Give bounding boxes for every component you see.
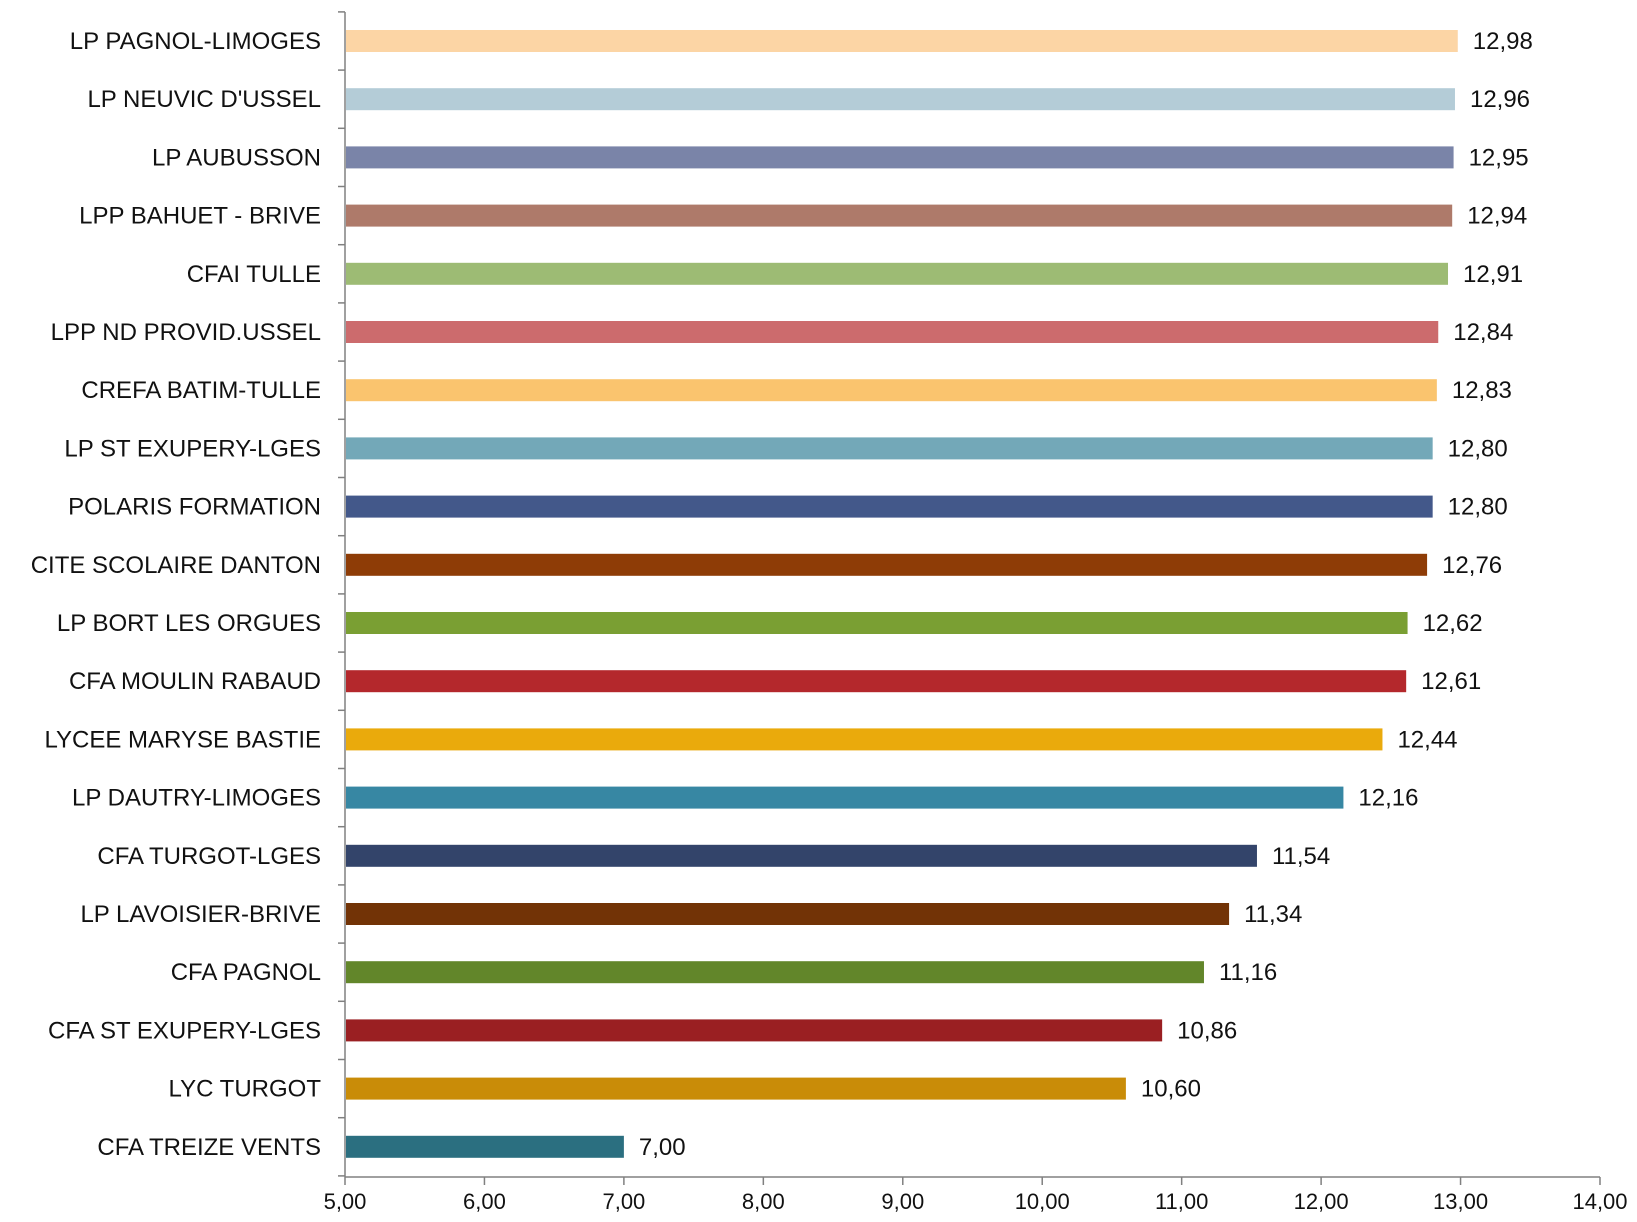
value-label: 12,80 <box>1448 494 1508 521</box>
x-tick-label: 10,00 <box>1015 1189 1070 1214</box>
value-label: 7,00 <box>639 1134 686 1161</box>
bar <box>346 379 1437 402</box>
x-tick-label: 8,00 <box>742 1189 785 1214</box>
category-label: LP LAVOISIER-BRIVE <box>80 901 321 928</box>
value-label: 12,83 <box>1452 377 1512 404</box>
bar <box>346 1077 1126 1100</box>
bar <box>346 30 1458 52</box>
value-label: 12,61 <box>1421 668 1481 695</box>
value-label: 12,80 <box>1448 435 1508 462</box>
value-label: 12,91 <box>1463 261 1523 288</box>
category-label: CFA TURGOT-LGES <box>97 843 321 870</box>
bar <box>346 88 1455 111</box>
x-tick-label: 14,00 <box>1572 1189 1627 1214</box>
value-label: 11,34 <box>1244 901 1302 928</box>
category-label: LP PAGNOL-LIMOGES <box>70 28 321 55</box>
bar <box>346 844 1257 867</box>
category-label: LYCEE MARYSE BASTIE <box>44 726 321 753</box>
value-label: 12,76 <box>1442 552 1502 579</box>
x-tick-label: 6,00 <box>463 1189 506 1214</box>
category-label: LPP ND PROVID.USSEL <box>51 319 321 346</box>
bar <box>346 1135 624 1158</box>
category-label: LP AUBUSSON <box>152 144 321 171</box>
bar <box>346 612 1408 634</box>
bar <box>346 553 1428 576</box>
bar <box>346 728 1383 751</box>
value-label: 12,44 <box>1397 726 1457 753</box>
x-tick-label: 11,00 <box>1155 1189 1208 1214</box>
x-tick-label: 13,00 <box>1433 1189 1488 1214</box>
value-label: 12,62 <box>1423 610 1483 637</box>
bar <box>346 495 1433 518</box>
category-label: POLARIS FORMATION <box>68 494 321 521</box>
category-label: CREFA BATIM-TULLE <box>81 377 321 404</box>
category-label: CFA ST EXUPERY-LGES <box>48 1017 321 1044</box>
value-label: 11,54 <box>1272 843 1330 870</box>
value-label: 12,94 <box>1467 203 1527 230</box>
bar <box>346 1019 1163 1042</box>
category-label: CFA MOULIN RABAUD <box>69 668 321 695</box>
value-label: 11,16 <box>1219 959 1277 986</box>
category-label: LP NEUVIC D'USSEL <box>87 86 321 113</box>
value-label: 10,86 <box>1177 1017 1237 1044</box>
bar <box>346 321 1439 343</box>
category-label: CFAI TULLE <box>187 261 321 288</box>
category-label: CFA PAGNOL <box>171 959 321 986</box>
value-label: 12,98 <box>1473 28 1533 55</box>
value-label: 12,95 <box>1469 144 1529 171</box>
category-label: LYC TURGOT <box>169 1076 322 1103</box>
value-label: 12,16 <box>1358 785 1418 812</box>
x-tick-label: 12,00 <box>1294 1189 1349 1214</box>
value-label: 10,60 <box>1141 1076 1201 1103</box>
bar <box>346 146 1454 169</box>
value-label: 12,84 <box>1453 319 1513 346</box>
bar <box>346 786 1344 809</box>
category-label: LP ST EXUPERY-LGES <box>64 435 321 462</box>
category-label: CFA TREIZE VENTS <box>97 1134 321 1161</box>
bar <box>346 437 1433 460</box>
category-label: LP DAUTRY-LIMOGES <box>72 785 321 812</box>
category-label: CITE SCOLAIRE DANTON <box>31 552 321 579</box>
x-tick-label: 9,00 <box>881 1189 924 1214</box>
x-tick-label: 5,00 <box>324 1189 367 1214</box>
value-label: 12,96 <box>1470 86 1530 113</box>
bar <box>346 903 1230 925</box>
bar <box>346 204 1453 227</box>
x-tick-label: 7,00 <box>602 1189 645 1214</box>
bar <box>346 961 1204 984</box>
category-label: LPP BAHUET - BRIVE <box>79 203 321 230</box>
bar <box>346 670 1407 693</box>
bar <box>346 262 1449 285</box>
category-label: LP BORT LES ORGUES <box>57 610 321 637</box>
